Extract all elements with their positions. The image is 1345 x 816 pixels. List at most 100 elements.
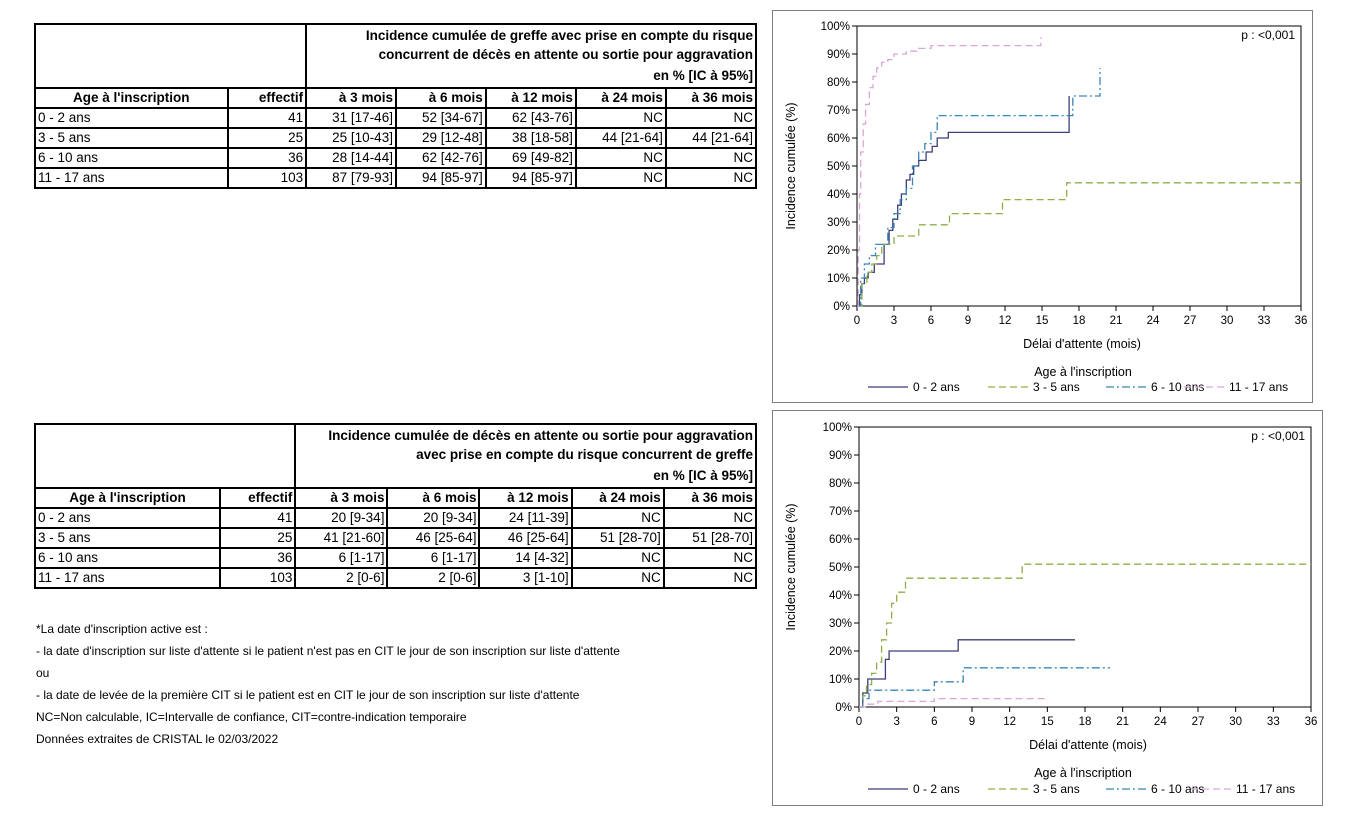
y-tick-label: 30% <box>827 217 850 229</box>
table-cell: 69 [49-82] <box>484 147 577 169</box>
y-axis-label: Incidence cumulée (%) <box>784 102 798 229</box>
table-cell: 103 <box>226 167 308 189</box>
table-row: 0 - 2 ans 41 31 [17-46] 52 [34-67] 62 [4… <box>34 107 758 129</box>
x-tick-label: 6 <box>928 315 934 327</box>
x-tick-label: 27 <box>1184 315 1197 327</box>
table-cell: NC <box>570 507 665 529</box>
column-header: à 24 mois <box>570 487 665 509</box>
y-tick-label: 60% <box>827 133 850 145</box>
table-row: 0 - 2 ans 41 20 [9-34] 20 [9-34] 24 [11-… <box>34 507 758 529</box>
x-tick-label: 33 <box>1258 315 1271 327</box>
series-line <box>859 697 1047 708</box>
x-tick-label: 12 <box>999 315 1012 327</box>
footnote-line: NC=Non calculable, IC=Intervalle de conf… <box>36 710 467 724</box>
y-tick-label: 90% <box>829 450 852 462</box>
column-header: à 12 mois <box>478 487 573 509</box>
table-cell: 2 [0-6] <box>294 567 389 589</box>
x-tick-label: 30 <box>1221 315 1234 327</box>
footnote-line: ou <box>36 666 50 680</box>
y-tick-label: 30% <box>829 618 852 630</box>
table-corner <box>33 23 308 88</box>
table-cell: 0 - 2 ans <box>34 107 229 129</box>
series-line <box>857 96 1070 307</box>
x-tick-label: 6 <box>931 716 937 728</box>
table-cell: 29 [12-48] <box>394 127 487 149</box>
table-cell: 51 [28-70] <box>570 527 665 549</box>
table-cell: 36 <box>218 547 297 569</box>
table-cell: 3 - 5 ans <box>34 127 229 149</box>
table-header-row: Age à l'inscription effectif à 3 mois à … <box>34 87 758 109</box>
table-cell: NC <box>662 507 758 529</box>
table-cell: 20 [9-34] <box>386 507 481 529</box>
y-tick-label: 80% <box>827 77 850 89</box>
table-title: Incidence cumulée de greffe avec prise e… <box>305 23 757 89</box>
column-header: à 3 mois <box>305 87 397 109</box>
legend-title: Age à l'inscription <box>1034 766 1132 780</box>
plot-frame <box>856 25 1302 307</box>
x-tick-label: 9 <box>969 716 975 728</box>
table-cell: 87 [79-93] <box>305 167 397 189</box>
table-cell: 6 - 10 ans <box>34 147 229 169</box>
table-cell: 20 [9-34] <box>294 507 389 529</box>
table-row: 3 - 5 ans 25 25 [10-43] 29 [12-48] 38 [1… <box>34 127 758 149</box>
y-tick-label: 40% <box>827 189 850 201</box>
table-row: 11 - 17 ans 103 2 [0-6] 2 [0-6] 3 [1-10]… <box>34 567 758 589</box>
table-cell: 6 - 10 ans <box>34 547 221 569</box>
table-cell: 31 [17-46] <box>305 107 397 129</box>
column-header: à 12 mois <box>484 87 577 109</box>
x-tick-label: 18 <box>1073 315 1086 327</box>
column-header: à 6 mois <box>394 87 487 109</box>
legend-label: 0 - 2 ans <box>913 380 960 394</box>
x-tick-label: 9 <box>965 315 971 327</box>
legend-label: 0 - 2 ans <box>913 782 960 796</box>
y-tick-label: 50% <box>827 161 850 173</box>
table-cell: 11 - 17 ans <box>34 167 229 189</box>
legend-label: 11 - 17 ans <box>1229 380 1288 394</box>
table-cell: 25 <box>226 127 308 149</box>
footnote-line: Données extraites de CRISTAL le 02/03/20… <box>36 732 279 746</box>
table-cell: 0 - 2 ans <box>34 507 221 529</box>
x-tick-label: 21 <box>1110 315 1123 327</box>
legend-label: 3 - 5 ans <box>1033 380 1080 394</box>
y-tick-label: 20% <box>827 245 850 257</box>
y-tick-label: 0% <box>833 301 850 313</box>
series-line <box>857 37 1042 307</box>
column-header: à 6 mois <box>386 487 481 509</box>
y-tick-label: 100% <box>823 422 852 434</box>
footnote-line: *La date d'inscription active est : <box>36 622 208 636</box>
table-cell: 6 [1-17] <box>294 547 389 569</box>
x-tick-label: 36 <box>1295 315 1308 327</box>
x-tick-label: 0 <box>854 315 860 327</box>
x-tick-label: 12 <box>1003 716 1016 728</box>
table-cell: 103 <box>218 567 297 589</box>
footnotes: *La date d'inscription active est : - la… <box>36 618 620 750</box>
legend-label: 6 - 10 ans <box>1151 782 1204 796</box>
table-cell: 14 [4-32] <box>478 547 573 569</box>
y-tick-label: 20% <box>829 646 852 658</box>
x-tick-label: 24 <box>1147 315 1160 327</box>
y-tick-label: 90% <box>827 49 850 61</box>
y-tick-label: 100% <box>821 21 850 33</box>
table-cell: 41 [21-60] <box>294 527 389 549</box>
series-line <box>857 182 1301 307</box>
legend-title: Age à l'inscription <box>1034 365 1132 379</box>
table-cell: NC <box>662 547 758 569</box>
table-cell: 3 [1-10] <box>478 567 573 589</box>
legend-label: 11 - 17 ans <box>1236 782 1295 796</box>
table-cell: NC <box>570 567 665 589</box>
table-cell: NC <box>662 567 758 589</box>
table-cell: NC <box>664 167 758 189</box>
table-cell: NC <box>570 547 665 569</box>
y-tick-label: 10% <box>827 273 850 285</box>
x-tick-label: 27 <box>1192 716 1205 728</box>
x-axis-label: Délai d'attente (mois) <box>1029 738 1147 752</box>
column-header: Age à l'inscription <box>34 87 229 109</box>
series-line <box>859 639 1075 708</box>
footnote-line: - la date de levée de la première CIT si… <box>36 688 580 702</box>
table-header-row: Age à l'inscription effectif à 3 mois à … <box>34 487 758 509</box>
table-cell: NC <box>574 147 667 169</box>
table-cell: 62 [43-76] <box>484 107 577 129</box>
x-axis-label: Délai d'attente (mois) <box>1023 337 1141 351</box>
x-tick-label: 18 <box>1079 716 1092 728</box>
table-cell: 52 [34-67] <box>394 107 487 129</box>
